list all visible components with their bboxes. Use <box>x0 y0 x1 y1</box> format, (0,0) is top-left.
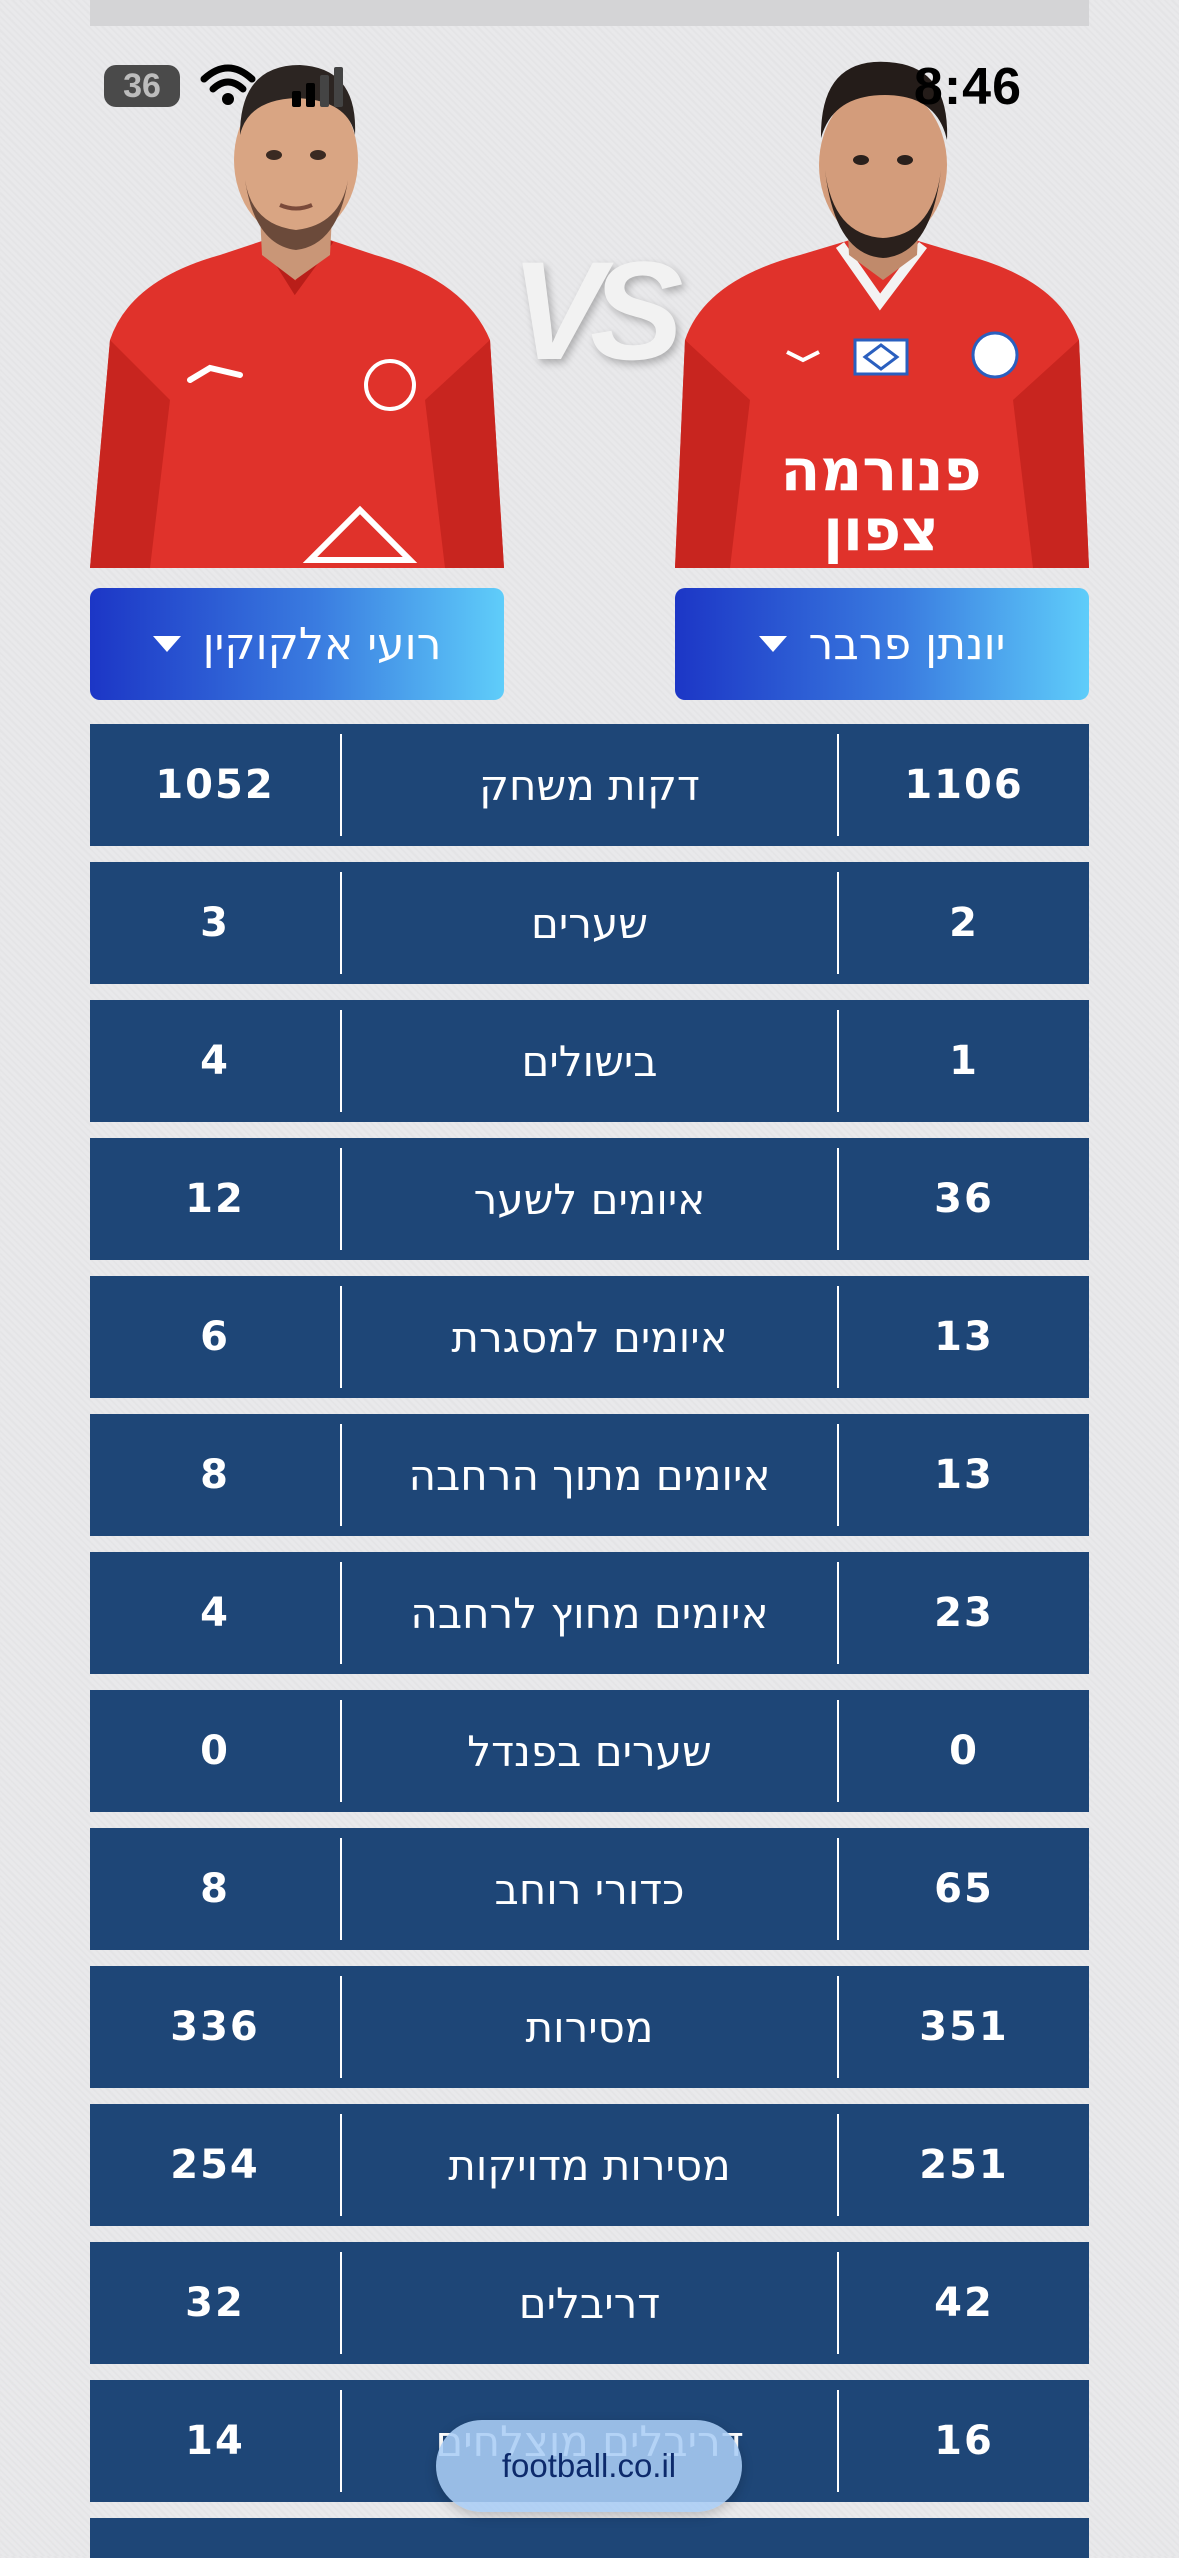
stat-label: איומים לשער <box>342 1138 837 1260</box>
stat-value-right: 23 <box>839 1552 1089 1674</box>
stat-value-left: 6 <box>90 1276 340 1398</box>
player-select-right[interactable]: יונתן פרבר <box>675 588 1089 700</box>
stat-label: מסירות מדויקות <box>342 2104 837 2226</box>
column-divider <box>340 2252 342 2354</box>
stat-value-left: 3 <box>90 862 340 984</box>
stat-row-partial <box>90 2518 1089 2558</box>
stat-value-right: 65 <box>839 1828 1089 1950</box>
column-divider <box>837 1976 839 2078</box>
stat-row: 1106 דקות משחק 1052 <box>90 724 1089 846</box>
stat-label: איומים למסגרת <box>342 1276 837 1398</box>
column-divider <box>837 1838 839 1940</box>
stat-value-left: 0 <box>90 1690 340 1812</box>
stat-row: 36 איומים לשער 12 <box>90 1138 1089 1260</box>
stat-value-right: 2 <box>839 862 1089 984</box>
stat-value-right: 36 <box>839 1138 1089 1260</box>
stat-value-right: 13 <box>839 1414 1089 1536</box>
stat-value-left: 4 <box>90 1000 340 1122</box>
stat-row: 2 שערים 3 <box>90 862 1089 984</box>
column-divider <box>837 1148 839 1250</box>
wifi-icon <box>200 63 256 107</box>
stat-value-right: 42 <box>839 2242 1089 2364</box>
stat-value-right: 251 <box>839 2104 1089 2226</box>
stat-label: כדורי רוחב <box>342 1828 837 1950</box>
stat-label: מסירות <box>342 1966 837 2088</box>
column-divider <box>340 2390 342 2492</box>
stat-value-left: 12 <box>90 1138 340 1260</box>
caret-down-icon <box>153 636 181 652</box>
watermark-badge: football.co.il <box>436 2420 742 2512</box>
stats-table: 1106 דקות משחק 1052 2 שערים 3 1 בישולים 4 36 איומי… <box>90 724 1089 2558</box>
stat-value-left: 1052 <box>90 724 340 846</box>
column-divider <box>837 734 839 836</box>
stat-value-left: 32 <box>90 2242 340 2364</box>
stat-value-left: 14 <box>90 2380 340 2502</box>
column-divider <box>837 2114 839 2216</box>
battery-indicator: 36 <box>104 65 180 107</box>
stat-value-right: 13 <box>839 1276 1089 1398</box>
stat-row: 0 שערים בפנדל 0 <box>90 1690 1089 1812</box>
stat-row: 42 דריבלים 32 <box>90 2242 1089 2364</box>
stat-value-right: 1106 <box>839 724 1089 846</box>
column-divider <box>340 1010 342 1112</box>
stat-label: איומים מתוך הרחבה <box>342 1414 837 1536</box>
caret-down-icon <box>759 636 787 652</box>
jersey-sponsor-line2: צפון <box>823 496 939 564</box>
top-edge-bar <box>90 0 1089 26</box>
stat-label: שערים בפנדל <box>342 1690 837 1812</box>
stat-value-right: 351 <box>839 1966 1089 2088</box>
column-divider <box>837 2390 839 2492</box>
stat-value-left: 8 <box>90 1828 340 1950</box>
stat-row: 65 כדורי רוחב 8 <box>90 1828 1089 1950</box>
stat-row: 23 איומים מחוץ לרחבה 4 <box>90 1552 1089 1674</box>
column-divider <box>340 1838 342 1940</box>
player-name-left: רועי אלקוקין <box>203 619 442 670</box>
stat-label: דקות משחק <box>342 724 837 846</box>
column-divider <box>837 1424 839 1526</box>
column-divider <box>837 2252 839 2354</box>
column-divider <box>340 1700 342 1802</box>
column-divider <box>837 1010 839 1112</box>
cellular-signal-icon <box>290 65 346 109</box>
column-divider <box>340 1286 342 1388</box>
status-bar: 36 8:46 <box>0 55 1179 125</box>
stat-value-right: 1 <box>839 1000 1089 1122</box>
column-divider <box>340 1424 342 1526</box>
column-divider <box>340 734 342 836</box>
column-divider <box>837 1286 839 1388</box>
column-divider <box>837 1562 839 1664</box>
stat-value-left: 4 <box>90 1552 340 1674</box>
column-divider <box>340 2114 342 2216</box>
column-divider <box>340 1976 342 2078</box>
jersey-sponsor-line1: פנורמה <box>780 436 981 504</box>
stat-row: 351 מסירות 336 <box>90 1966 1089 2088</box>
column-divider <box>837 872 839 974</box>
player-select-left[interactable]: רועי אלקוקין <box>90 588 504 700</box>
clock: 8:46 <box>914 57 1022 117</box>
stat-label: בישולים <box>342 1000 837 1122</box>
stat-value-left: 254 <box>90 2104 340 2226</box>
stat-row: 251 מסירות מדויקות 254 <box>90 2104 1089 2226</box>
stat-value-right: 16 <box>839 2380 1089 2502</box>
stat-row: 13 איומים מתוך הרחבה 8 <box>90 1414 1089 1536</box>
stat-label: שערים <box>342 862 837 984</box>
stat-label: דריבלים <box>342 2242 837 2364</box>
stat-value-left: 8 <box>90 1414 340 1536</box>
stat-row: 1 בישולים 4 <box>90 1000 1089 1122</box>
column-divider <box>837 1700 839 1802</box>
column-divider <box>340 872 342 974</box>
stat-label: איומים מחוץ לרחבה <box>342 1552 837 1674</box>
vs-label: VS <box>505 230 675 392</box>
column-divider <box>340 1562 342 1664</box>
player-name-right: יונתן פרבר <box>809 619 1006 670</box>
stat-row: 13 איומים למסגרת 6 <box>90 1276 1089 1398</box>
column-divider <box>340 1148 342 1250</box>
stat-value-left: 336 <box>90 1966 340 2088</box>
stat-value-right: 0 <box>839 1690 1089 1812</box>
